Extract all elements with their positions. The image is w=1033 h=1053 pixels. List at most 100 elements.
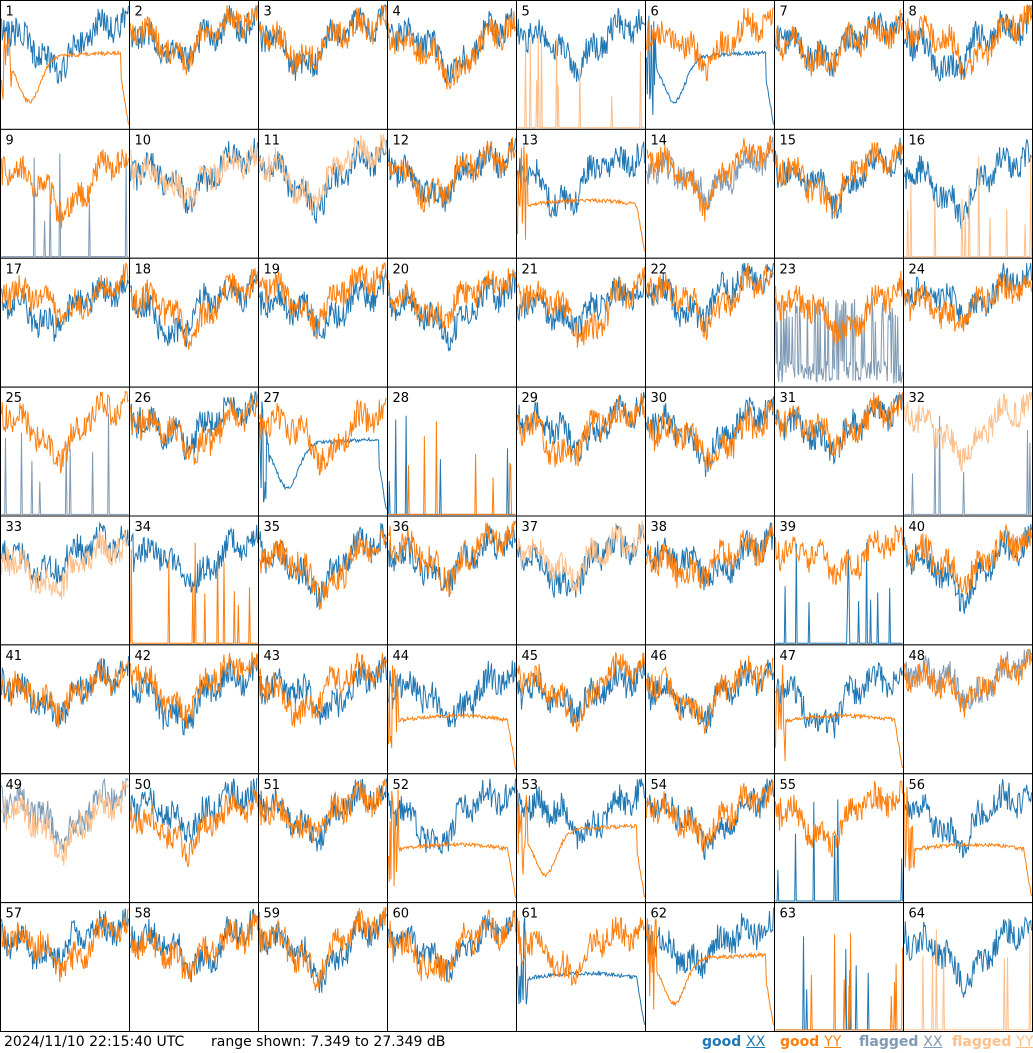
series-yy-flagged (904, 391, 1032, 472)
panel-18: 18 (129, 257, 259, 388)
panel-30: 30 (645, 386, 775, 517)
series-yy-flagged (259, 134, 387, 214)
panel-25: 25 (0, 386, 130, 517)
panel-label: 27 (264, 391, 281, 406)
legend-pol: YY (1016, 1034, 1033, 1050)
series-xx-good (775, 542, 903, 644)
panel-frame (387, 128, 517, 259)
panel-label: 34 (135, 520, 152, 535)
panel-6: 6 (645, 0, 775, 130)
series-yy-good (1, 262, 129, 326)
series-xx-flagged (775, 297, 903, 384)
panel-frame (387, 257, 517, 388)
series-yy-good (646, 263, 774, 341)
panel-label: 59 (264, 907, 281, 922)
panel-label: 8 (909, 5, 917, 20)
panel-57: 57 (0, 902, 130, 1032)
series-yy-good (388, 137, 516, 213)
series-xx-good (517, 778, 645, 850)
panel-label: 53 (522, 778, 539, 793)
series-yy-good (517, 392, 645, 468)
series-yy-good (1, 908, 129, 983)
series-yy-good (904, 524, 1032, 595)
panel-label: 11 (264, 133, 281, 148)
panel-frame (645, 386, 775, 517)
panel-44: 44 (387, 644, 517, 775)
panel-frame (903, 128, 1033, 259)
panel-54: 54 (645, 773, 775, 904)
series-xx-good (259, 401, 387, 510)
series-yy-good (259, 262, 387, 339)
panel-label: 42 (135, 649, 152, 664)
panel-41: 41 (0, 644, 130, 775)
panel-58: 58 (129, 902, 259, 1032)
panel-label: 36 (393, 520, 410, 535)
panel-24: 24 (903, 257, 1033, 388)
panel-12: 12 (387, 128, 517, 259)
panel-frame (387, 644, 517, 775)
panel-47: 47 (774, 644, 904, 775)
panel-33: 33 (0, 515, 130, 646)
panel-35: 35 (258, 515, 388, 646)
series-yy-good (775, 270, 903, 346)
panel-label: 33 (6, 520, 23, 535)
panel-61: 61 (516, 902, 646, 1032)
panel-34: 34 (129, 515, 259, 646)
series-yy-good (646, 399, 774, 470)
panel-50: 50 (129, 773, 259, 904)
legend-pol: XX (746, 1034, 766, 1050)
series-yy-good (130, 268, 258, 350)
panel-52: 52 (387, 773, 517, 904)
series-yy-good (775, 664, 903, 769)
series-xx-good (130, 391, 258, 461)
series-xx-good (259, 269, 387, 340)
series-xx-good (388, 270, 516, 352)
panel-frame (129, 515, 259, 646)
panel-label: 60 (393, 907, 410, 922)
series-xx-good (646, 262, 774, 333)
series-yy-good (1, 32, 129, 125)
panel-56: 56 (903, 773, 1033, 904)
panel-22: 22 (645, 257, 775, 388)
panel-frame (774, 0, 904, 130)
panel-49: 49 (0, 773, 130, 904)
series-yy-good (130, 542, 258, 644)
series-yy-good (904, 649, 1032, 718)
series-yy-flagged (1, 530, 129, 600)
series-yy-good (775, 142, 903, 219)
series-yy-good (130, 789, 258, 868)
panel-frame (258, 0, 388, 130)
series-yy-good (388, 421, 516, 515)
panel-29: 29 (516, 386, 646, 517)
panel-label: 47 (780, 649, 797, 664)
legend-pol: YY (824, 1034, 842, 1050)
panel-1: 1 (0, 0, 130, 130)
panel-label: 17 (6, 262, 23, 277)
panel-label: 64 (909, 907, 926, 922)
panel-21: 21 (516, 257, 646, 388)
panel-label: 51 (264, 778, 281, 793)
panel-19: 19 (258, 257, 388, 388)
panel-26: 26 (129, 386, 259, 517)
series-yy-good (388, 908, 516, 983)
panel-frame (258, 773, 388, 904)
panel-32: 32 (903, 386, 1033, 517)
panel-label: 24 (909, 262, 926, 277)
panel-38: 38 (645, 515, 775, 646)
series-yy-good (517, 789, 645, 898)
panel-label: 45 (522, 649, 539, 664)
series-yy-good (259, 907, 387, 992)
series-yy-good (646, 655, 774, 735)
series-xx-good (775, 799, 903, 902)
series-yy-good (904, 786, 1032, 896)
series-xx-flagged (1, 153, 129, 258)
footer: 2024/11/10 22:15:40 UTC range shown: 7.3… (0, 1032, 1033, 1053)
range-text: range shown: 7.349 to 27.349 dB (211, 1034, 446, 1050)
panel-label: 1 (6, 5, 14, 20)
legend-flagged-yy: flagged YY (952, 1034, 1033, 1050)
series-yy-good (1, 659, 129, 729)
panel-label: 40 (909, 520, 926, 535)
series-xx-good (517, 274, 645, 343)
series-xx-good (904, 916, 1032, 998)
